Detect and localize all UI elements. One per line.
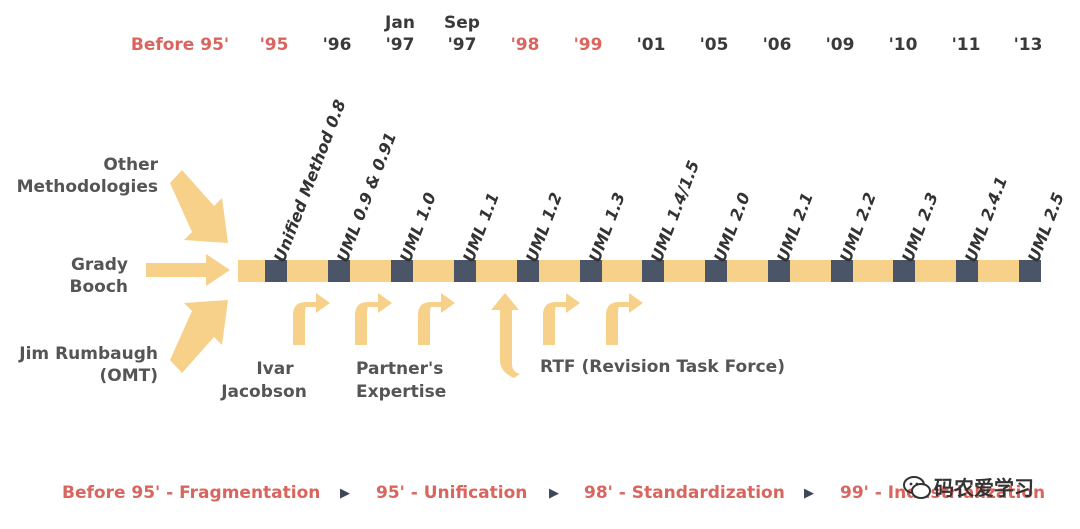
year-label-jan97: '97 (385, 35, 415, 55)
arrow-rtf-1 (543, 293, 580, 345)
version-marker (1019, 260, 1041, 282)
year-label-before95: Before 95' (130, 35, 230, 55)
arrow-jacobson (293, 293, 330, 345)
source-booch-line1: Grady (70, 255, 128, 275)
jacobson-line2: Jacobson (221, 382, 307, 402)
wechat-icon (903, 476, 931, 499)
source-rumbaugh-line1: Jim Rumbaugh (19, 344, 158, 364)
year-label-11: '11 (951, 35, 981, 55)
year-label-96: '96 (322, 35, 352, 55)
arrow-rtf-2 (606, 293, 643, 345)
source-grady-booch: Grady Booch (0, 254, 129, 298)
source-jim-rumbaugh: Jim Rumbaugh (OMT) (0, 343, 158, 387)
phase-unification: 95' - Unification (376, 483, 528, 503)
phase-fragmentation: Before 95' - Fragmentation (62, 483, 321, 503)
source-rumbaugh-line2: (OMT) (99, 366, 158, 386)
version-marker (328, 260, 350, 282)
year-label-13: '13 (1013, 35, 1043, 55)
arrow-partners-2 (418, 293, 455, 345)
version-marker (517, 260, 539, 282)
version-marker (454, 260, 476, 282)
partners-line2: Expertise (356, 382, 447, 402)
watermark: 码农爱学习 (902, 468, 1072, 508)
watermark-text: 码农爱学习 (934, 476, 1034, 500)
phase-standardization: 98' - Standardization (584, 483, 785, 503)
source-other-line2: Methodologies (16, 177, 158, 197)
version-marker (705, 260, 727, 282)
version-marker (642, 260, 664, 282)
year-label-06: '06 (762, 35, 792, 55)
version-marker (893, 260, 915, 282)
year-label-01: '01 (636, 35, 666, 55)
year-label-95: '95 (259, 35, 289, 55)
source-other-methodologies: Other Methodologies (0, 154, 158, 198)
arrow-grady-booch (146, 254, 230, 286)
year-label-10: '10 (888, 35, 918, 55)
arrow-rtf-up (491, 293, 520, 378)
partners-line1: Partner's (356, 359, 444, 379)
arrow-other-methodologies (170, 170, 228, 243)
phase-separator-icon: ▶ (340, 486, 350, 501)
arrow-jim-rumbaugh (170, 300, 228, 373)
year-label-sep97-month: Sep (444, 13, 480, 33)
input-partners-expertise: Partner's Expertise (356, 358, 456, 404)
input-rtf: RTF (Revision Task Force) (540, 357, 785, 377)
year-label-09: '09 (825, 35, 855, 55)
version-marker (265, 260, 287, 282)
arrow-partners-1 (355, 293, 392, 345)
year-label-jan97-month: Jan (385, 13, 415, 33)
version-marker (831, 260, 853, 282)
version-marker (768, 260, 790, 282)
version-marker (956, 260, 978, 282)
jacobson-line1: Ivar (256, 359, 294, 379)
source-other-line1: Other (103, 155, 158, 175)
year-label-98: '98 (510, 35, 540, 55)
phase-separator-icon: ▶ (549, 486, 559, 501)
input-ivar-jacobson: Ivar Jacobson (214, 358, 314, 404)
version-marker (391, 260, 413, 282)
year-label-99: '99 (573, 35, 603, 55)
phase-industrialization: 99' - Industrialization (840, 483, 1046, 503)
version-marker (580, 260, 602, 282)
phase-separator-icon: ▶ (804, 486, 814, 501)
year-label-05: '05 (699, 35, 729, 55)
source-booch-line2: Booch (69, 277, 129, 297)
timeline-bar (238, 260, 1040, 282)
year-label-sep97: '97 (447, 35, 477, 55)
